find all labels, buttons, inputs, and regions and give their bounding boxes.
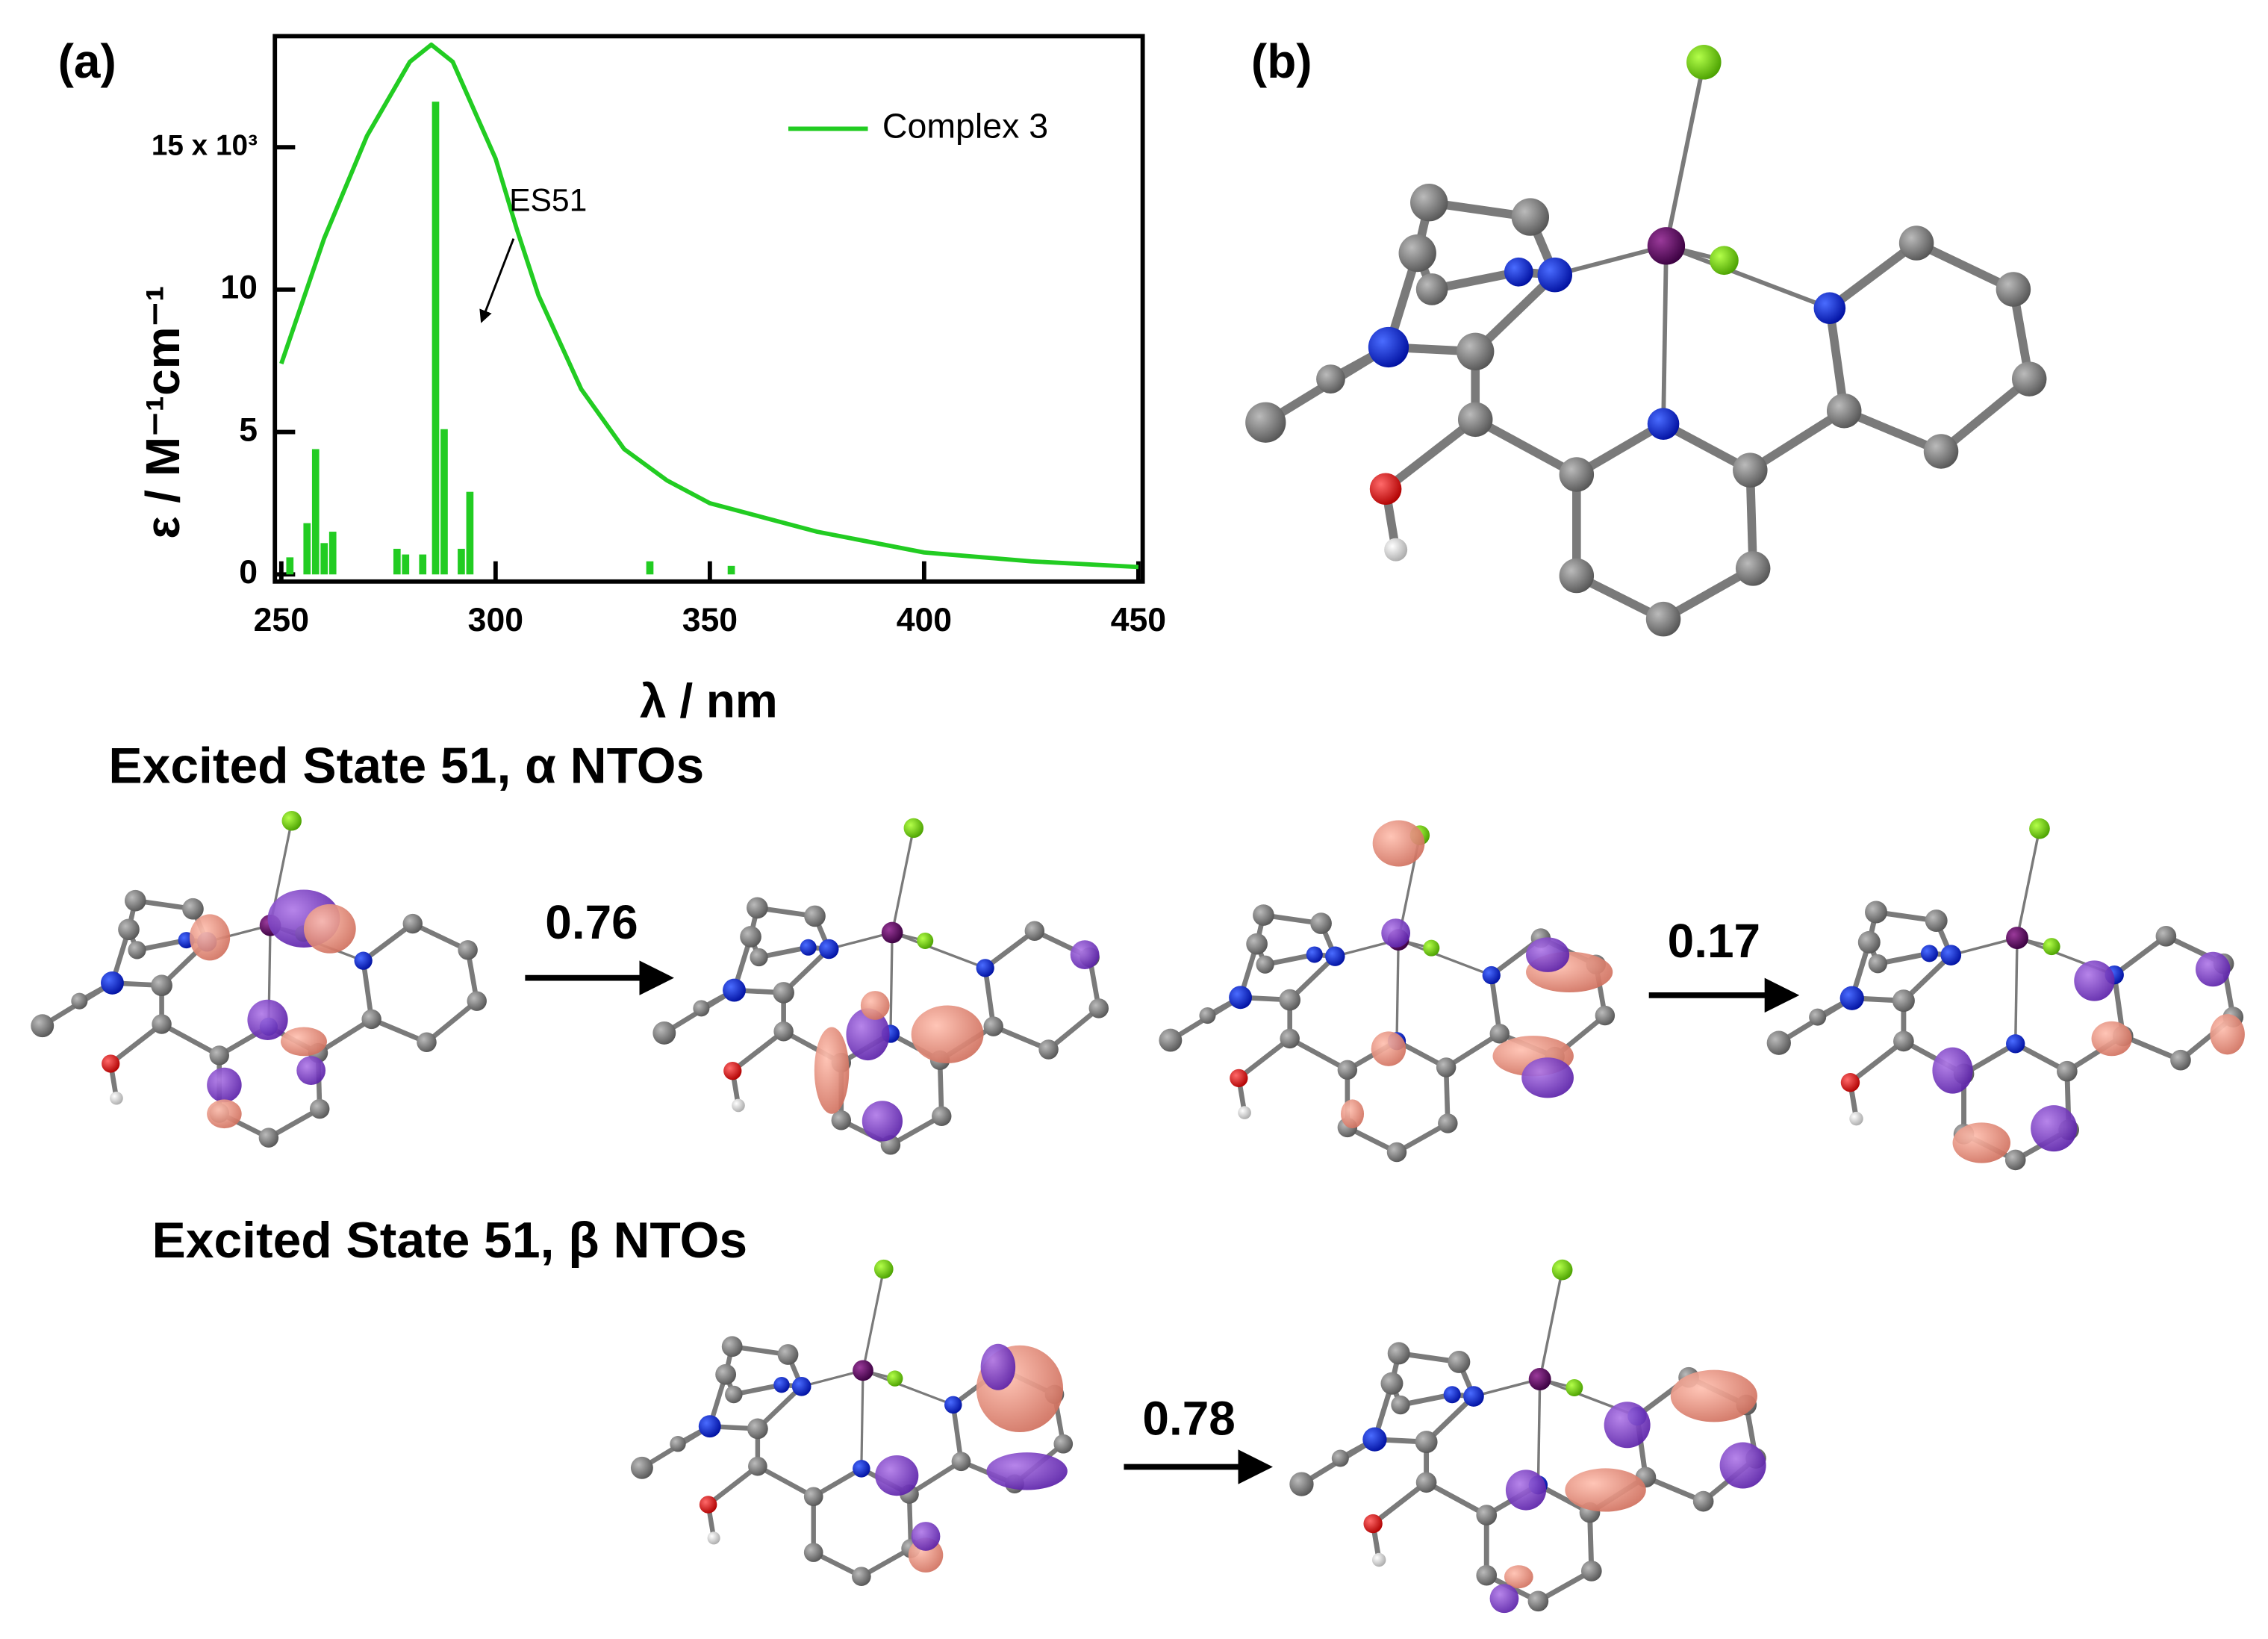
transition-weight: 0.78 (1142, 1391, 1235, 1445)
stick (320, 543, 328, 575)
orbital-lobe (2031, 1105, 2078, 1152)
y-tick-label: 5 (239, 411, 258, 448)
stick (328, 532, 337, 575)
spectrum-chart: 250 300 350 400 450 0 5 10 15 x 10³ λ / nm ε / M⁻¹… (136, 34, 1166, 727)
orbital-lobe (280, 1027, 327, 1057)
orbital-lobe (875, 1455, 919, 1496)
orbital-lobe (911, 1522, 941, 1551)
orbital-lobe (189, 914, 231, 961)
orbital-lobe (846, 1008, 890, 1061)
orbital-lobe (247, 999, 288, 1040)
stick (432, 102, 440, 575)
stick (458, 548, 465, 575)
orbital-lobe (1604, 1402, 1651, 1449)
orbital-lobe (1670, 1369, 1757, 1422)
orbital-lobe (303, 904, 356, 954)
x-axis-label: λ / nm (640, 674, 778, 727)
orbital-lobe (862, 1101, 903, 1142)
orbital-lobe (1565, 1468, 1646, 1512)
orbital-lobe (1372, 820, 1425, 867)
orbital-lobe (207, 1099, 242, 1129)
y-tick-label: 10 (220, 270, 258, 306)
orbital-lobe (1521, 1057, 1574, 1098)
stick (393, 548, 401, 575)
stick (727, 565, 735, 575)
stick (440, 429, 448, 575)
annotation-arrow (479, 238, 515, 323)
orbital-lobe (911, 1005, 984, 1063)
stick (303, 523, 311, 575)
spectrum-line (279, 42, 1139, 570)
orbital-lobe (2074, 960, 2115, 1001)
nto-molecule (31, 811, 487, 1148)
orbital-lobe (296, 1056, 326, 1086)
x-tick-label: 400 (897, 602, 952, 638)
nto-molecule (1289, 1260, 1766, 1611)
heading: Excited State 51, β NTOs (152, 1213, 748, 1269)
stick (646, 561, 654, 575)
orbital-lobe (1932, 1047, 1973, 1094)
stick (286, 557, 294, 575)
stick (419, 554, 427, 575)
orbital-lobe (2091, 1021, 2132, 1057)
x-tick-label: 450 (1111, 602, 1166, 638)
transition-weight: 0.76 (545, 895, 638, 949)
orbital-lobe (1504, 1565, 1533, 1589)
orbital-lobe (1526, 937, 1570, 972)
stick (402, 554, 410, 575)
y-axis-label: ε / M⁻¹cm⁻¹ (136, 285, 190, 538)
panel-label: (b) (1251, 34, 1312, 88)
nto-molecule (1767, 818, 2243, 1170)
x-tick-label: 300 (468, 602, 523, 638)
orbital-lobe (980, 1343, 1016, 1390)
stick (466, 491, 474, 575)
orbital-lobe (1381, 918, 1411, 948)
orbital-lobe (814, 1027, 850, 1114)
orbital-lobe (1070, 940, 1100, 970)
legend-label: Complex 3 (882, 107, 1048, 146)
y-tick-label: 0 (239, 554, 258, 591)
orbital-lobe (1489, 1584, 1519, 1614)
orbital-lobe (986, 1452, 1068, 1490)
transition-arrows (525, 960, 1800, 1484)
orbital-lobe (1341, 1099, 1365, 1129)
y-tick-label: 15 x 10³ (152, 129, 258, 161)
orbital-lobe (2196, 951, 2231, 987)
stick (311, 449, 320, 575)
orbital-lobe (1952, 1122, 2011, 1163)
orbital-lobe (2210, 1014, 2245, 1055)
orbital-lobe (1371, 1031, 1406, 1066)
nto-molecule (1159, 825, 1615, 1162)
orbital-lobe (860, 991, 890, 1020)
nto-structures (31, 811, 2245, 1613)
orbital-lobe (207, 1067, 242, 1103)
heading: Excited State 51, α NTOs (108, 738, 704, 794)
x-tick-label: 250 (254, 602, 309, 638)
x-tick-label: 350 (682, 602, 738, 638)
orbital-lobe (1505, 1469, 1547, 1511)
panel-label: (a) (58, 34, 116, 88)
molecule-structure (1245, 45, 2046, 636)
annotation: ES51 (509, 182, 587, 218)
transition-weight: 0.17 (1668, 914, 1760, 968)
orbital-lobe (1719, 1442, 1766, 1489)
